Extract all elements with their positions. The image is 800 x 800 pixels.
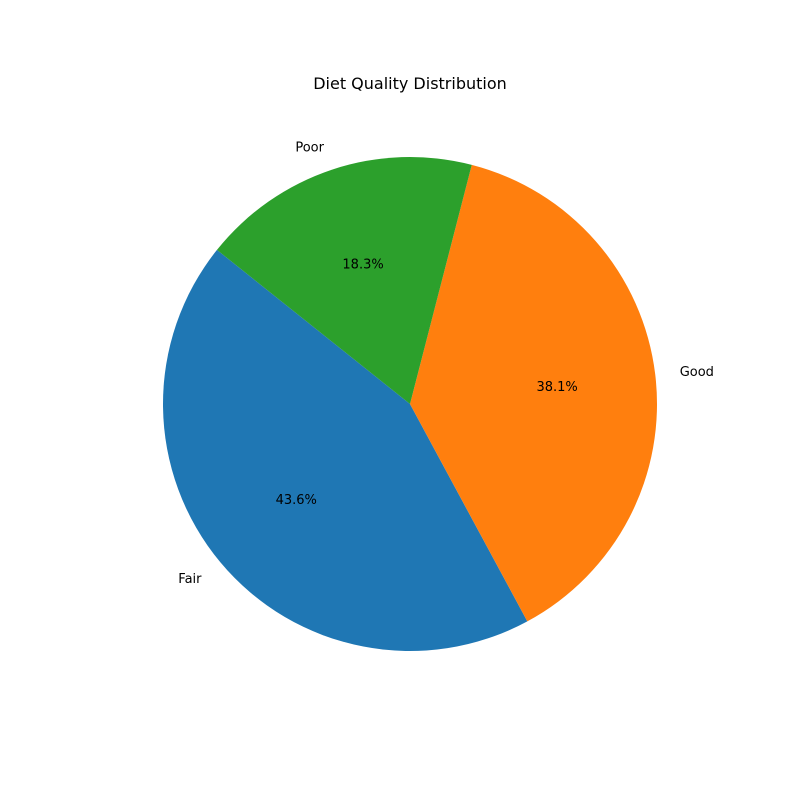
slice-percent-fair: 43.6%	[276, 493, 317, 508]
pie-slices	[162, 157, 657, 652]
pie-slice-poor	[216, 157, 472, 404]
slice-percent-poor: 18.3%	[342, 257, 383, 272]
chart-title: Diet Quality Distribution	[313, 74, 507, 93]
slice-percent-good: 38.1%	[536, 380, 577, 395]
slice-label-poor: Poor	[295, 140, 324, 155]
slice-label-fair: Fair	[178, 572, 202, 587]
pie-slice-fair	[162, 249, 528, 652]
slice-label-good: Good	[680, 365, 714, 380]
pie-slice-good	[410, 164, 657, 622]
pie-labels: Fair 43.6% Good 38.1% Poor 18.3%	[178, 140, 714, 587]
